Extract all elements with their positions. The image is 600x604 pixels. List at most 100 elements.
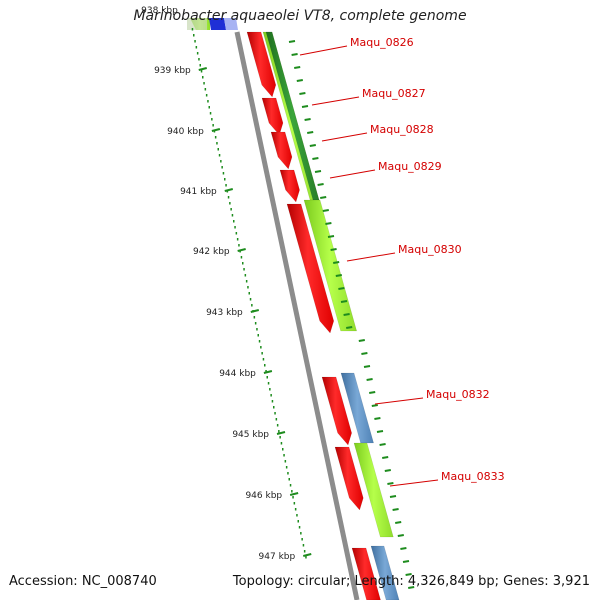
ruler-dot	[238, 244, 240, 247]
track-dash-tick	[325, 222, 332, 225]
track-dash-tick	[402, 560, 410, 563]
ruler-dot	[258, 340, 261, 343]
ruler-tick-label: 943 kbp	[206, 308, 243, 318]
ruler-dot	[251, 304, 253, 307]
ruler-dot	[218, 154, 221, 157]
ruler-dot	[292, 496, 294, 499]
ruler-dot	[285, 466, 288, 469]
ruler-dot	[212, 124, 214, 127]
ruler-dot	[204, 88, 207, 91]
ruler-dot	[256, 328, 258, 331]
track-dash-tick	[387, 482, 394, 485]
track-dash-tick	[320, 196, 327, 199]
ruler-dot	[217, 148, 219, 151]
ruler-dot	[249, 298, 252, 301]
ruler-major-tick	[289, 492, 299, 496]
gene-label: Maqu_0830	[398, 243, 462, 256]
gene-arrow-maqu-0833	[334, 446, 364, 511]
track-dash-tick	[299, 92, 306, 95]
track-dash-tick	[312, 157, 319, 160]
ruler-dot	[202, 76, 204, 79]
ruler-major-tick	[224, 188, 234, 192]
track-dash-tick	[363, 365, 371, 368]
ruler-dot	[234, 226, 236, 229]
track-dash-tick	[408, 586, 415, 589]
track-dash-tick	[374, 417, 381, 420]
ruler-dot	[278, 430, 280, 433]
genome-summary-text: Topology: circular; Length: 4,326,849 bp…	[232, 574, 590, 589]
gene-label-leader	[389, 479, 439, 487]
ruler-tick-label: 942 kbp	[193, 247, 230, 257]
ruler-major-tick	[237, 248, 246, 252]
ruler-dot	[271, 400, 274, 403]
ruler-dot	[261, 352, 263, 355]
ruler-dot	[279, 436, 281, 439]
ruler-dot	[301, 538, 303, 541]
ruler-dot	[305, 556, 307, 559]
track-dash-tick	[358, 339, 365, 342]
ruler-tick-label: 946 kbp	[245, 491, 282, 501]
ruler-dot	[275, 418, 278, 421]
ruler-dot	[203, 82, 205, 85]
ruler-major-tick	[250, 309, 260, 313]
track-dash-tick	[346, 326, 353, 329]
track-dash-tick	[371, 404, 378, 407]
ruler-dot	[288, 478, 290, 481]
ruler-dot	[300, 532, 302, 535]
track-dash-tick	[288, 40, 296, 43]
ruler-dot	[221, 166, 223, 169]
ruler-dot	[280, 442, 283, 445]
ruler-dot	[230, 208, 232, 211]
ruler-dot	[289, 484, 292, 487]
gene-label-leader	[374, 397, 424, 405]
ruler-dot	[267, 382, 270, 385]
gene-label: Maqu_0828	[370, 123, 434, 136]
ruler-dot	[225, 184, 227, 187]
gene-arrow-maqu-0829	[279, 169, 300, 203]
gene-arrow-maqu-0828	[270, 131, 293, 170]
ruler-dot	[287, 472, 289, 475]
ruler-dot	[254, 322, 257, 325]
track-dash-tick	[338, 287, 345, 290]
track-feature-light-green-2	[303, 199, 358, 332]
ruler-dot	[227, 196, 230, 199]
ruler-dot	[195, 46, 198, 49]
ruler-dot	[235, 232, 238, 235]
ruler-dot	[269, 388, 271, 391]
gene-label: Maqu_0827	[362, 87, 426, 100]
ruler-dot	[236, 238, 239, 241]
ruler-dot	[253, 316, 256, 319]
gene-arrow-maqu-0827	[261, 97, 284, 136]
ruler-major-tick	[211, 128, 221, 132]
track-dash-tick	[389, 495, 397, 498]
ruler-dot	[233, 220, 235, 223]
track-feature-top-blue	[209, 18, 226, 30]
ruler-tick-label: 947 kbp	[259, 552, 296, 562]
gene-arrow-maqu-0830	[286, 203, 335, 334]
ruler-tick-label: 945 kbp	[232, 430, 269, 440]
track-dash-tick	[317, 183, 324, 186]
ruler-dot	[200, 70, 203, 73]
gene-arrow-maqu-0826	[246, 31, 277, 98]
ruler-dot	[283, 454, 285, 457]
ruler-dot	[293, 502, 296, 505]
track-feature-light-green-3	[353, 442, 394, 538]
track-dash-tick	[397, 534, 404, 537]
track-dash-tick	[301, 105, 309, 108]
track-dash-tick	[340, 300, 348, 303]
ruler-dot	[276, 424, 279, 427]
ruler-dot	[208, 106, 210, 109]
ruler-dot	[229, 202, 231, 205]
track-dash-tick	[314, 170, 322, 173]
ruler-dot	[193, 34, 195, 37]
ruler-dot	[196, 52, 199, 55]
ruler-dot	[257, 334, 259, 337]
ruler-dot	[222, 172, 225, 175]
ruler-dot	[262, 358, 265, 361]
ruler-dot	[231, 214, 234, 217]
gene-label-leader	[329, 169, 376, 179]
track-dash-tick	[366, 378, 373, 381]
ruler-dot	[198, 58, 200, 61]
track-dash-tick	[384, 469, 391, 472]
